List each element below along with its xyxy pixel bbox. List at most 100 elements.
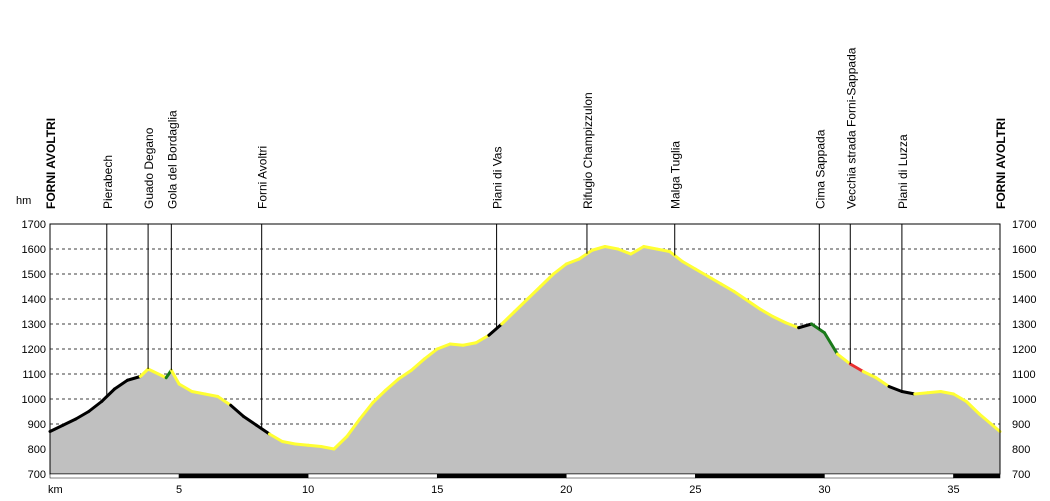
- elevation-area: [50, 246, 1000, 474]
- profile-segment: [61, 417, 78, 427]
- profile-segment: [758, 307, 775, 318]
- profile-segment: [719, 282, 736, 293]
- profile-segment: [100, 387, 117, 403]
- profile-segment: [125, 375, 142, 382]
- profile-segment: [887, 385, 904, 393]
- profile-segment: [319, 445, 336, 451]
- x-tick-label: 35: [947, 484, 959, 496]
- profile-segment: [939, 390, 956, 396]
- y-tick-label-right: 1500: [1012, 269, 1036, 281]
- x-axis: 5 10 15 20 25 30 35: [49, 473, 1001, 496]
- x-axis-scale-bar: [824, 473, 954, 479]
- profile-segment: [874, 376, 891, 388]
- profile-segment: [280, 440, 297, 446]
- profile-segment: [900, 390, 917, 396]
- profile-segment: [345, 417, 362, 438]
- x-axis-scale-bar: [953, 473, 1001, 479]
- profile-segment: [448, 342, 465, 347]
- profile-segment: [822, 331, 839, 356]
- profile-segment: [169, 368, 181, 386]
- x-tick-label: 5: [176, 484, 182, 496]
- profile-segment: [551, 262, 568, 276]
- waypoint-label: Piani di Vas: [491, 147, 505, 209]
- x-axis-scale-bar: [178, 473, 309, 479]
- x-axis-scale-bar: [436, 473, 567, 479]
- profile-segment: [706, 275, 723, 286]
- profile-segment: [267, 432, 284, 443]
- y-tick-label-right: 700: [1012, 469, 1030, 481]
- profile-segment: [964, 400, 981, 416]
- profile-segment: [745, 298, 762, 311]
- waypoint-label: FORNI AVOLTRI: [44, 118, 58, 209]
- x-tick-label: 15: [431, 484, 443, 496]
- waypoint-markers: FORNI AVOLTRI Pierabech Guado Degano Gola d…: [44, 47, 1008, 432]
- profile-segment: [771, 315, 788, 325]
- profile-segment: [629, 245, 646, 256]
- profile-segment: [642, 245, 659, 251]
- y-tick-label-left: 1200: [22, 344, 46, 356]
- y-tick-label-right: 800: [1012, 444, 1030, 456]
- y-tick-label-right: 1100: [1012, 369, 1036, 381]
- x-tick-label: 10: [302, 484, 314, 496]
- y-tick-label-right: 1700: [1012, 219, 1036, 231]
- y-tick-label-left: 800: [28, 444, 46, 456]
- profile-segment: [216, 395, 233, 407]
- y-tick-label-left: 1400: [22, 294, 46, 306]
- y-tick-label-right: 1400: [1012, 294, 1036, 306]
- profile-segment: [926, 390, 943, 395]
- profile-segment: [371, 388, 388, 405]
- profile-segment: [358, 401, 375, 421]
- x-tick-label: 25: [689, 484, 701, 496]
- profile-segment: [113, 378, 129, 391]
- waypoint-label: Piani di Luzza: [896, 134, 910, 209]
- waypoint-label: Forni Avoltri: [256, 146, 270, 209]
- profile-segment: [190, 390, 207, 396]
- profile-segment: [435, 342, 452, 351]
- waypoint-label: Gola del Bordaglia: [165, 110, 179, 209]
- profile-segment: [603, 245, 620, 251]
- profile-segment: [461, 341, 478, 347]
- profile-segment: [526, 285, 542, 301]
- profile-segment: [138, 367, 150, 378]
- profile-segment: [538, 272, 555, 288]
- y-tick-label-left: 1500: [22, 269, 46, 281]
- profile-segment: [384, 377, 401, 392]
- profile-segment: [848, 362, 865, 373]
- profile-segment: [655, 247, 672, 253]
- x-axis-label: km: [48, 484, 63, 496]
- profile-segment: [487, 322, 504, 337]
- profile-segment: [680, 260, 697, 271]
- y-tick-label-left: 700: [28, 469, 46, 481]
- profile-segment: [293, 442, 310, 447]
- waypoint-label: Malga Tuglia: [669, 141, 683, 209]
- profile-segment: [500, 310, 517, 326]
- profile-segment: [590, 245, 607, 252]
- profile-segment: [784, 321, 801, 330]
- y-tick-label-left: 1000: [22, 394, 46, 406]
- y-tick-label-right: 1200: [1012, 344, 1036, 356]
- profile-segment: [913, 391, 930, 396]
- x-axis-scale-bar: [566, 473, 696, 479]
- profile-segment: [177, 382, 194, 393]
- x-axis-scale-bar: [307, 473, 438, 479]
- profile-segment: [203, 392, 220, 398]
- y-tick-label-right: 1300: [1012, 319, 1036, 331]
- profile-segment: [48, 423, 65, 433]
- profile-segment: [732, 290, 749, 302]
- profile-segment: [861, 370, 878, 380]
- profile-segment: [332, 435, 349, 451]
- y-tick-label-right: 900: [1012, 419, 1030, 431]
- profile-segment: [977, 412, 1002, 433]
- profile-segment: [255, 423, 271, 436]
- profile-segment: [409, 357, 426, 372]
- y-axis-label: hm: [16, 195, 31, 207]
- x-tick-label: 20: [560, 484, 572, 496]
- waypoint-label: Cima Sappada: [813, 129, 827, 209]
- profile-segment: [146, 367, 160, 376]
- y-tick-label-left: 1100: [22, 369, 46, 381]
- elevation-profile-line: [48, 245, 1002, 451]
- x-tick-label: 30: [818, 484, 830, 496]
- y-tick-label-right: 1600: [1012, 244, 1036, 256]
- profile-segment: [74, 410, 91, 421]
